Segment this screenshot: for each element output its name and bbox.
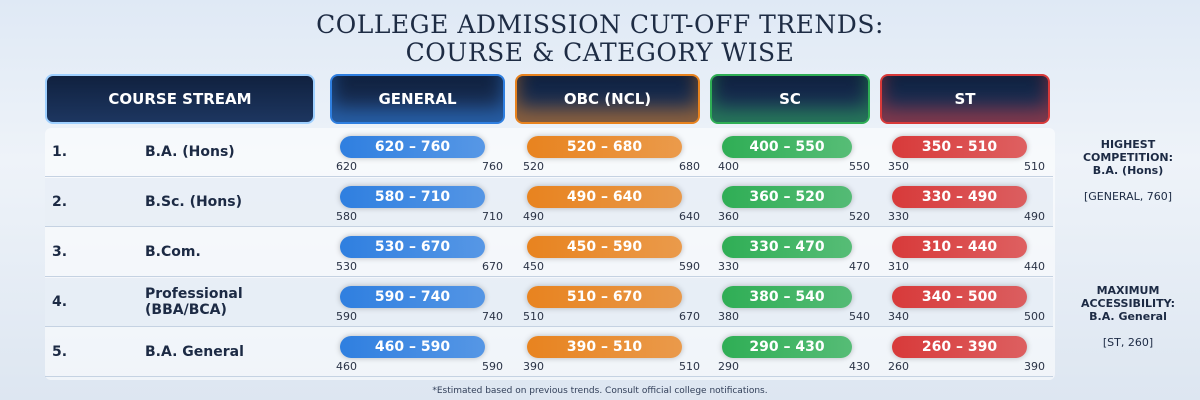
course-name: B.Com. bbox=[145, 244, 201, 260]
range-min: 590 bbox=[336, 310, 357, 323]
range-max: 500 bbox=[1024, 310, 1045, 323]
range-max: 510 bbox=[1024, 160, 1045, 173]
range-min: 260 bbox=[888, 360, 909, 373]
range-max: 470 bbox=[849, 260, 870, 273]
range-pill: 340 – 500 bbox=[892, 286, 1027, 308]
note-course: B.A. General bbox=[1089, 310, 1167, 323]
column-header: COURSE STREAM bbox=[45, 74, 315, 124]
range-pill: 260 – 390 bbox=[892, 336, 1027, 358]
note-heading: MAXIMUM ACCESSIBILITY: bbox=[1080, 284, 1176, 310]
table-row bbox=[45, 328, 1053, 377]
range-pill: 380 – 540 bbox=[722, 286, 852, 308]
range-pill: 290 – 430 bbox=[722, 336, 852, 358]
range-pill: 460 – 590 bbox=[340, 336, 485, 358]
range-min: 380 bbox=[718, 310, 739, 323]
range-min: 330 bbox=[888, 210, 909, 223]
range-pill: 510 – 670 bbox=[527, 286, 682, 308]
range-min: 390 bbox=[523, 360, 544, 373]
range-pill: 530 – 670 bbox=[340, 236, 485, 258]
title-line: COURSE & CATEGORY WISE bbox=[405, 38, 795, 67]
range-min: 520 bbox=[523, 160, 544, 173]
range-pill: 310 – 440 bbox=[892, 236, 1027, 258]
range-pill: 330 – 490 bbox=[892, 186, 1027, 208]
range-min: 580 bbox=[336, 210, 357, 223]
range-max: 440 bbox=[1024, 260, 1045, 273]
note-detail: [GENERAL, 760] bbox=[1083, 190, 1173, 203]
range-max: 550 bbox=[849, 160, 870, 173]
range-pill: 360 – 520 bbox=[722, 186, 852, 208]
range-max: 490 bbox=[1024, 210, 1045, 223]
range-max: 640 bbox=[679, 210, 700, 223]
range-max: 670 bbox=[679, 310, 700, 323]
range-min: 360 bbox=[718, 210, 739, 223]
note-detail: [ST, 260] bbox=[1102, 336, 1154, 349]
range-min: 290 bbox=[718, 360, 739, 373]
range-min: 340 bbox=[888, 310, 909, 323]
range-max: 740 bbox=[482, 310, 503, 323]
row-number: 2. bbox=[52, 194, 68, 210]
range-min: 400 bbox=[718, 160, 739, 173]
range-pill: 350 – 510 bbox=[892, 136, 1027, 158]
row-number: 4. bbox=[52, 294, 68, 310]
range-pill: 390 – 510 bbox=[527, 336, 682, 358]
note-course: B.A. (Hons) bbox=[1092, 164, 1164, 177]
row-number: 3. bbox=[52, 244, 68, 260]
range-max: 680 bbox=[679, 160, 700, 173]
column-header: GENERAL bbox=[330, 74, 505, 124]
range-max: 510 bbox=[679, 360, 700, 373]
row-number: 5. bbox=[52, 344, 68, 360]
range-max: 710 bbox=[482, 210, 503, 223]
range-min: 510 bbox=[523, 310, 544, 323]
range-pill: 580 – 710 bbox=[340, 186, 485, 208]
range-min: 460 bbox=[336, 360, 357, 373]
range-max: 390 bbox=[1024, 360, 1045, 373]
range-min: 330 bbox=[718, 260, 739, 273]
range-pill: 520 – 680 bbox=[527, 136, 682, 158]
range-pill: 450 – 590 bbox=[527, 236, 682, 258]
range-pill: 400 – 550 bbox=[722, 136, 852, 158]
course-name: B.A. (Hons) bbox=[145, 144, 235, 160]
range-min: 350 bbox=[888, 160, 909, 173]
row-number: 1. bbox=[52, 144, 68, 160]
course-name: B.A. General bbox=[145, 344, 244, 360]
column-header: ST bbox=[880, 74, 1050, 124]
range-pill: 330 – 470 bbox=[722, 236, 852, 258]
range-min: 490 bbox=[523, 210, 544, 223]
range-max: 520 bbox=[849, 210, 870, 223]
column-header: OBC (NCL) bbox=[515, 74, 700, 124]
range-pill: 620 – 760 bbox=[340, 136, 485, 158]
range-min: 620 bbox=[336, 160, 357, 173]
range-max: 430 bbox=[849, 360, 870, 373]
range-max: 590 bbox=[679, 260, 700, 273]
range-pill: 490 – 640 bbox=[527, 186, 682, 208]
range-max: 590 bbox=[482, 360, 503, 373]
table-row bbox=[45, 228, 1053, 277]
range-min: 310 bbox=[888, 260, 909, 273]
table-row bbox=[45, 128, 1053, 177]
course-name: B.Sc. (Hons) bbox=[145, 194, 242, 210]
range-pill: 590 – 740 bbox=[340, 286, 485, 308]
range-max: 760 bbox=[482, 160, 503, 173]
range-min: 530 bbox=[336, 260, 357, 273]
footnote: *Estimated based on previous trends. Con… bbox=[432, 386, 768, 396]
note-heading: HIGHEST COMPETITION: bbox=[1082, 138, 1174, 164]
range-min: 450 bbox=[523, 260, 544, 273]
range-max: 670 bbox=[482, 260, 503, 273]
column-header: SC bbox=[710, 74, 870, 124]
title-line: COLLEGE ADMISSION CUT-OFF TRENDS: bbox=[316, 10, 884, 39]
range-max: 540 bbox=[849, 310, 870, 323]
course-name: Professional (BBA/BCA) bbox=[145, 286, 243, 318]
